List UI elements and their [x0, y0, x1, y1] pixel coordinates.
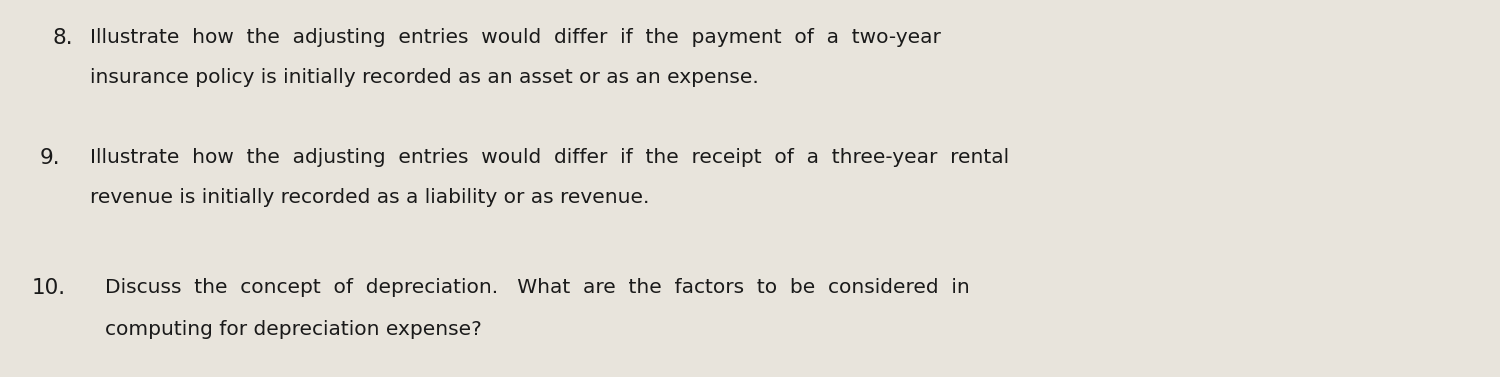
Text: Illustrate  how  the  adjusting  entries  would  differ  if  the  payment  of  a: Illustrate how the adjusting entries wou…	[90, 28, 940, 47]
Text: 10.: 10.	[32, 278, 66, 298]
Text: insurance policy is initially recorded as an asset or as an expense.: insurance policy is initially recorded a…	[90, 68, 759, 87]
Text: computing for depreciation expense?: computing for depreciation expense?	[105, 320, 482, 339]
Text: 9.: 9.	[40, 148, 60, 168]
Text: revenue is initially recorded as a liability or as revenue.: revenue is initially recorded as a liabi…	[90, 188, 650, 207]
Text: 8.: 8.	[53, 28, 72, 48]
Text: Discuss  the  concept  of  depreciation.   What  are  the  factors  to  be  cons: Discuss the concept of depreciation. Wha…	[105, 278, 969, 297]
Text: Illustrate  how  the  adjusting  entries  would  differ  if  the  receipt  of  a: Illustrate how the adjusting entries wou…	[90, 148, 1010, 167]
